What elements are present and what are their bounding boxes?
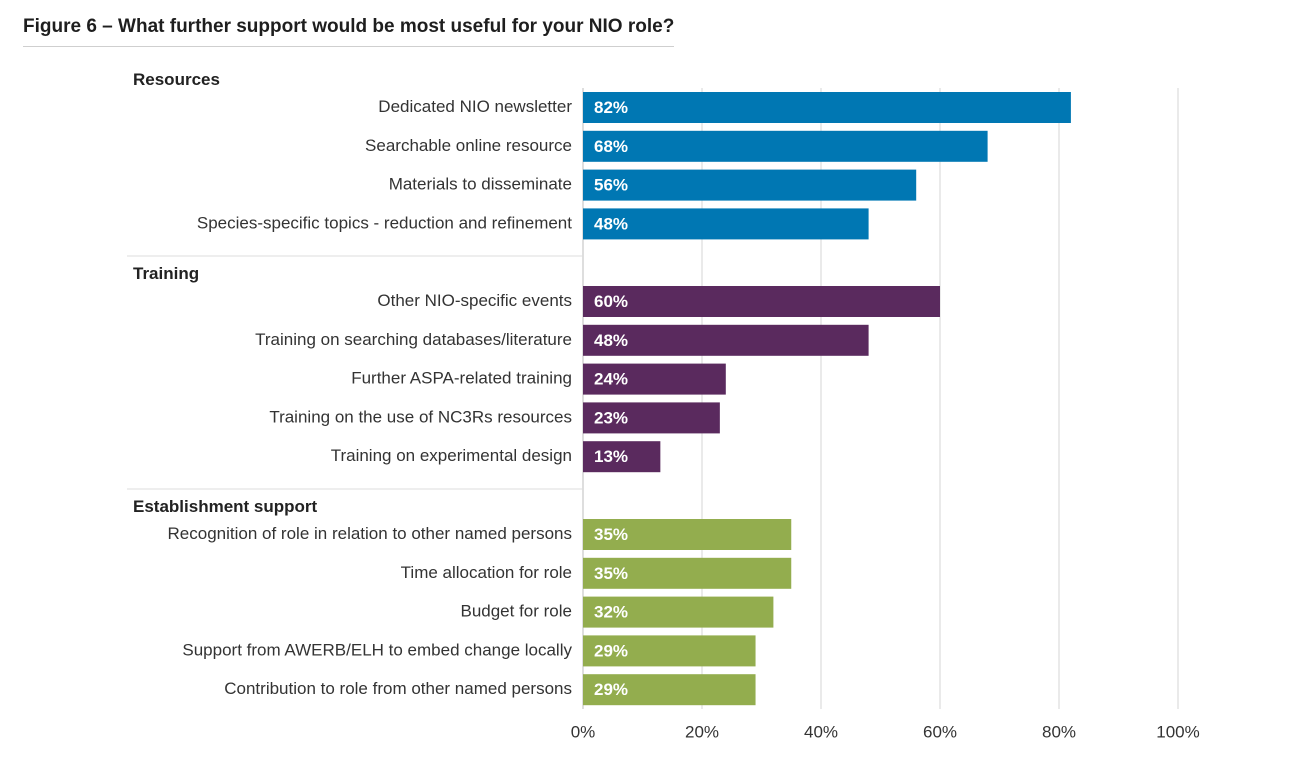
- x-tick-label: 80%: [1042, 722, 1076, 741]
- x-tick-label: 40%: [804, 722, 838, 741]
- bar: [583, 130, 988, 162]
- x-tick-label: 20%: [685, 722, 719, 741]
- data-label: 56%: [594, 176, 628, 195]
- data-label: 35%: [594, 564, 628, 583]
- group-label: Establishment support: [133, 497, 318, 516]
- data-label: 24%: [594, 370, 628, 389]
- category-label: Dedicated NIO newsletter: [378, 97, 572, 116]
- category-label: Materials to disseminate: [389, 175, 572, 194]
- figure-title: Figure 6 – What further support would be…: [23, 16, 675, 47]
- category-label: Recognition of role in relation to other…: [168, 524, 572, 543]
- bar: [583, 635, 756, 667]
- data-label: 48%: [594, 214, 628, 233]
- data-label: 29%: [594, 641, 628, 660]
- data-label: 48%: [594, 331, 628, 350]
- bar: [583, 519, 792, 550]
- category-label: Further ASPA-related training: [351, 369, 572, 388]
- data-label: 32%: [594, 603, 628, 622]
- data-label: 13%: [594, 447, 628, 466]
- category-label: Other NIO-specific events: [377, 291, 572, 310]
- bar: [583, 208, 869, 240]
- group-label: Resources: [133, 70, 220, 89]
- bar: [583, 286, 940, 317]
- bar: [583, 169, 917, 201]
- bar: [583, 596, 774, 628]
- x-tick-label: 0%: [571, 722, 596, 741]
- data-label: 60%: [594, 292, 628, 311]
- category-label: Searchable online resource: [365, 136, 572, 155]
- category-label: Budget for role: [460, 602, 572, 621]
- bar: [583, 92, 1071, 123]
- data-label: 82%: [594, 98, 628, 117]
- category-label: Contribution to role from other named pe…: [224, 679, 572, 698]
- bar: [583, 441, 661, 473]
- bar: [583, 674, 756, 706]
- data-label: 29%: [594, 680, 628, 699]
- category-label: Training on the use of NC3Rs resources: [269, 407, 572, 426]
- category-label: Training on experimental design: [331, 446, 572, 465]
- bar: [583, 557, 792, 589]
- category-label: Training on searching databases/literatu…: [255, 330, 572, 349]
- bar: [583, 324, 869, 356]
- category-label: Support from AWERB/ELH to embed change l…: [182, 640, 572, 659]
- x-tick-label: 60%: [923, 722, 957, 741]
- group-label: Training: [133, 264, 199, 283]
- x-tick-label: 100%: [1156, 722, 1199, 741]
- bar: [583, 363, 726, 395]
- data-label: 68%: [594, 137, 628, 156]
- category-label: Species-specific topics - reduction and …: [197, 213, 572, 232]
- category-label: Time allocation for role: [401, 563, 572, 582]
- bar: [583, 402, 720, 434]
- data-label: 35%: [594, 525, 628, 544]
- data-label: 23%: [594, 408, 628, 427]
